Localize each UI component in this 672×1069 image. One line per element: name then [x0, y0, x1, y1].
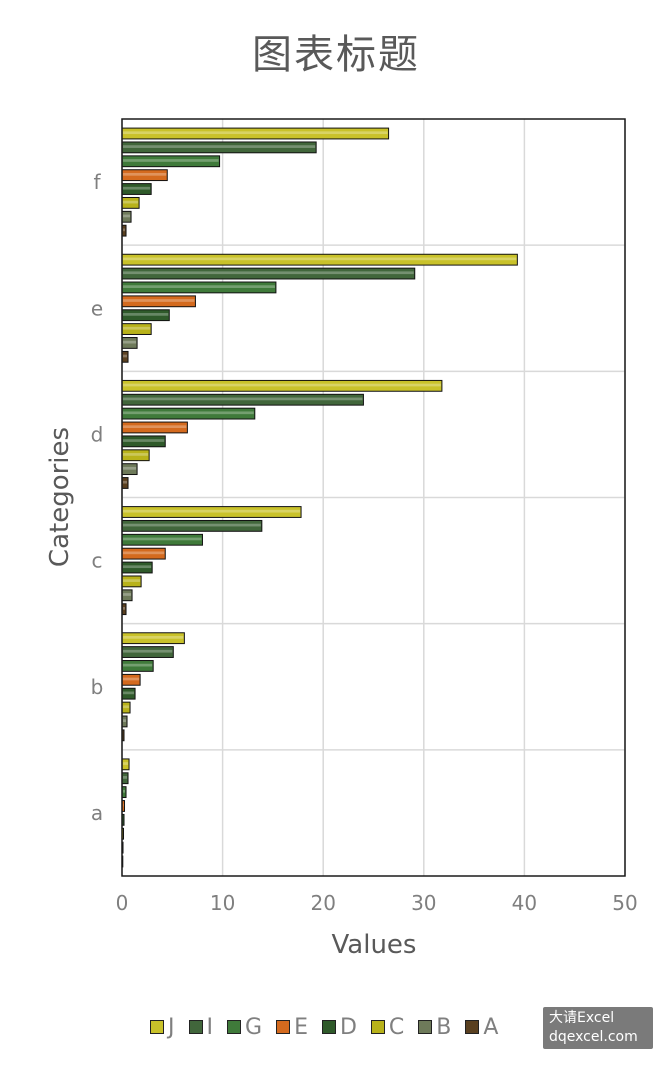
- value-tick-labels: 0 10 20 30 40 50: [116, 891, 638, 915]
- bar-texture-e-C: [123, 326, 151, 330]
- y-axis-title: Categories: [45, 427, 75, 567]
- legend-item-A: A: [465, 1015, 498, 1040]
- bar-texture-e-A: [123, 354, 128, 358]
- x-tick-label-3: 30: [411, 891, 436, 915]
- category-label-d: d: [91, 422, 104, 446]
- bar-texture-c-C: [123, 579, 141, 582]
- bar-texture-f-E: [123, 172, 167, 176]
- legend-swatch-J: [150, 1020, 164, 1034]
- bar-texture-e-E: [123, 299, 195, 302]
- bar-texture-f-B: [123, 214, 131, 218]
- bar-texture-b-C: [123, 705, 130, 709]
- bar-texture-d-I: [123, 397, 363, 401]
- bar-texture-f-C: [123, 200, 139, 204]
- bar-texture-b-D: [123, 691, 135, 695]
- bar-texture-d-J: [123, 383, 441, 387]
- legend-label-G: G: [245, 1014, 263, 1040]
- legend-swatch-A: [465, 1020, 480, 1034]
- bar-texture-d-D: [123, 439, 165, 442]
- legend-label-E: E: [294, 1014, 308, 1040]
- bar-texture-f-J: [123, 131, 388, 135]
- category-label-a: a: [91, 801, 103, 825]
- x-tick-label-5: 50: [612, 891, 637, 915]
- bar-texture-a-E: [123, 803, 124, 807]
- bar-texture-c-E: [123, 551, 165, 555]
- bar-texture-d-C: [123, 453, 149, 456]
- bar-texture-b-E: [123, 677, 140, 681]
- gridlines: [121, 119, 626, 876]
- legend-item-G: G: [227, 1015, 262, 1040]
- chart-title: 图表标题: [252, 32, 420, 78]
- category-label-c: c: [92, 549, 103, 573]
- legend-item-E: E: [276, 1015, 308, 1040]
- bar-texture-e-B: [123, 340, 137, 344]
- bar-texture-a-G: [123, 789, 126, 793]
- bar-texture-f-G: [123, 159, 219, 162]
- bar-texture-c-D: [123, 565, 152, 569]
- legend-item-B: B: [418, 1015, 451, 1040]
- x-tick-label-1: 10: [210, 891, 235, 915]
- bar-texture-c-G: [123, 537, 202, 541]
- bar-texture-e-J: [123, 257, 517, 261]
- legend-label-J: J: [168, 1014, 175, 1040]
- x-axis-title: Values: [332, 930, 417, 960]
- bar-texture-c-I: [123, 523, 261, 527]
- bar-texture-e-G: [123, 285, 275, 288]
- bar-texture-d-E: [123, 425, 187, 429]
- bar-texture-d-A: [123, 480, 128, 484]
- legend-label-B: B: [436, 1014, 452, 1040]
- legend-label-I: I: [206, 1014, 214, 1040]
- bar-texture-f-I: [123, 145, 316, 148]
- legend-item-J: J: [150, 1015, 175, 1040]
- legend-label-C: C: [388, 1014, 405, 1040]
- bar-texture-c-B: [123, 593, 132, 596]
- legend-item-I: I: [188, 1014, 214, 1040]
- bar-texture-b-G: [123, 663, 153, 667]
- x-tick-label-2: 20: [310, 891, 335, 915]
- legend-swatch-D: [321, 1020, 336, 1034]
- bar-texture-f-A: [123, 228, 126, 232]
- legend-swatch-B: [418, 1020, 433, 1034]
- x-tick-label-0: 0: [116, 891, 129, 915]
- legend-swatch-G: [227, 1020, 241, 1034]
- bar-texture-e-D: [123, 313, 169, 316]
- legend-swatch-E: [276, 1020, 291, 1034]
- x-tick-label-4: 40: [512, 891, 537, 915]
- category-label-b: b: [91, 675, 104, 699]
- bar-texture-d-G: [123, 411, 254, 415]
- bar-texture-c-A: [123, 606, 126, 610]
- legend-label-D: D: [339, 1014, 357, 1040]
- bar-texture-b-I: [123, 649, 173, 653]
- bar-texture-e-I: [123, 271, 414, 275]
- plot-area-border: [121, 118, 626, 877]
- bar-texture-c-J: [123, 509, 301, 513]
- legend-item-D: D: [321, 1014, 357, 1040]
- watermark-line2: dqexcel.com: [549, 1029, 638, 1045]
- category-labels: a b c d e f: [91, 170, 104, 825]
- legend-swatch-I: [188, 1020, 203, 1034]
- bar-texture-b-B: [123, 719, 127, 722]
- watermark: 大请Excel dqexcel.com: [543, 1007, 653, 1049]
- watermark-line1: 大请Excel: [549, 1010, 615, 1026]
- bar-texture-a-J: [123, 762, 129, 765]
- bar-texture-d-B: [123, 466, 137, 470]
- bars: [121, 127, 518, 868]
- bar-texture-b-J: [123, 636, 184, 639]
- legend-swatch-C: [370, 1020, 385, 1034]
- legend-item-C: C: [370, 1014, 405, 1040]
- bar-texture-f-D: [123, 186, 151, 190]
- category-label-f: f: [93, 170, 101, 194]
- bar-texture-a-I: [123, 776, 128, 779]
- category-label-e: e: [91, 296, 103, 320]
- legend-label-A: A: [483, 1014, 499, 1040]
